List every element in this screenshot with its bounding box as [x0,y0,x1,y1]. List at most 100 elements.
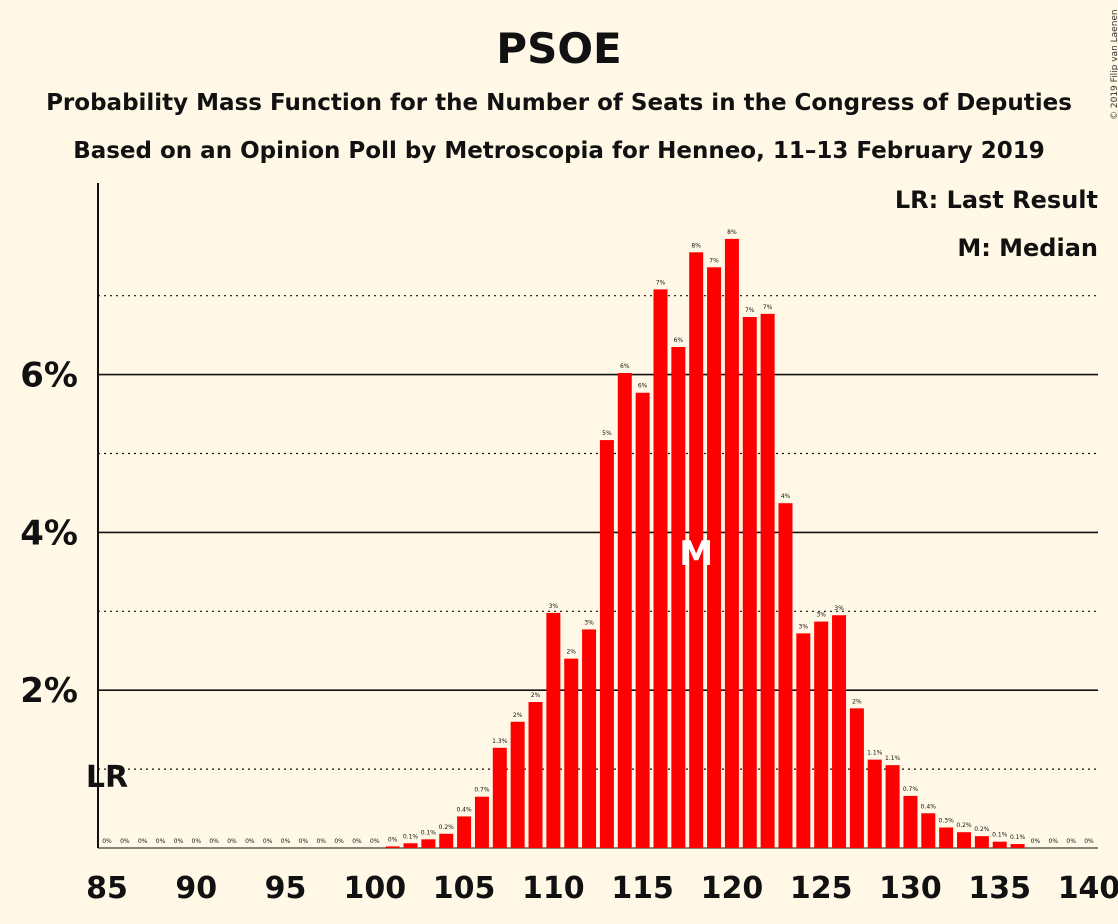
bar [599,440,614,848]
bar [510,721,525,848]
bar-value-label: 0.4% [921,803,937,810]
bar-value-label: 8% [691,242,701,249]
x-tick-label: 140 [1058,871,1118,906]
chart-source: Based on an Opinion Poll by Metroscopia … [73,138,1045,164]
x-tick-label: 100 [344,871,407,906]
bar-value-label: 4% [781,493,791,500]
bar-value-label: 0.4% [456,806,472,813]
bar [671,346,686,848]
bar [582,629,597,848]
bar [974,836,989,848]
bar [867,759,882,848]
bar-value-label: 0% [263,838,273,845]
bar-value-label: 7% [656,279,666,286]
bar [528,702,543,848]
bar [1010,844,1025,848]
bar-value-label: 0.1% [421,829,437,836]
bar [492,747,507,848]
bar-value-label: 6% [638,383,648,390]
bar-value-label: 0% [245,838,255,845]
bar-value-label: 1.1% [867,750,883,757]
x-tick-label: 130 [879,871,942,906]
bar-value-label: 0% [138,838,148,845]
bar-value-label: 0% [316,838,326,845]
bar [653,289,668,848]
bar-value-label: 0.1% [403,833,419,840]
bar-value-label: 3% [799,623,809,630]
bar [724,238,739,849]
x-tick-label: 90 [175,871,217,906]
bar [957,832,972,848]
chart-title: PSOE [496,24,622,73]
x-tick-label: 135 [968,871,1031,906]
bar-value-label: 0.3% [939,817,955,824]
bar [742,317,757,848]
bar-value-label: 0% [1049,838,1059,845]
bar-value-label: 0% [281,838,291,845]
bar-value-label: 0% [299,838,309,845]
x-tick-label: 120 [701,871,764,906]
bar [403,843,418,848]
bar-value-label: 2% [852,698,862,705]
y-tick-label: 6% [20,356,78,396]
bar-value-label: 7% [709,257,719,264]
bar [832,615,847,848]
x-tick-label: 115 [611,871,674,906]
bar-value-label: 7% [763,304,773,311]
bar-value-label: 0% [352,838,362,845]
bar-value-label: 0% [102,838,112,845]
bar-value-label: 0.7% [903,786,919,793]
bar [474,796,489,848]
bar [564,658,579,848]
chart-subtitle: Probability Mass Function for the Number… [46,90,1072,116]
bar [921,813,936,848]
bar-value-label: 2% [531,692,541,699]
last-result-marker: LR [86,760,128,795]
bar-value-label: 5% [602,430,612,437]
bar [546,612,561,848]
bar-value-label: 0.1% [1010,834,1026,841]
bar-value-label: 1.3% [492,738,508,745]
bar-value-label: 0% [370,838,380,845]
bar [814,621,829,848]
bar [689,252,704,848]
bar-value-label: 2% [566,649,576,656]
bar [457,816,472,848]
bar [707,267,722,848]
x-tick-label: 110 [522,871,585,906]
bar [885,765,900,848]
x-tick-label: 105 [433,871,496,906]
bar-value-label: 0.2% [974,826,990,833]
bar [617,373,632,848]
y-tick-label-bg [18,352,80,397]
x-tick-label: 85 [86,871,128,906]
bar-value-label: 0.7% [474,787,490,794]
bar-value-label: 0.1% [992,832,1008,839]
x-tick-label: 95 [265,871,307,906]
bar-value-label: 0% [209,838,219,845]
x-tick-label: 125 [790,871,853,906]
bar-value-label: 0% [227,838,237,845]
bar-value-label: 2% [513,712,523,719]
bar-value-label: 3% [584,619,594,626]
bar [421,839,436,848]
bar [849,708,864,848]
bar-value-label: 0% [1031,838,1041,845]
bar-value-label: 8% [727,229,737,236]
bar-value-label: 6% [674,337,684,344]
bar-value-label: 1.1% [885,755,901,762]
bar-value-label: 0% [1066,838,1076,845]
bar-value-label: 0% [1084,838,1094,845]
bar [385,846,400,848]
bar-value-label: 0.2% [439,824,455,831]
bar-value-label: 0% [120,838,130,845]
bar-value-label: 0% [388,836,398,843]
bar [778,503,793,848]
y-tick-label: 4% [20,513,78,553]
bar-value-label: 3% [549,603,559,610]
bar-value-label: 0.2% [956,822,972,829]
bar-value-label: 3% [834,605,844,612]
bar [992,841,1007,848]
bar [903,795,918,848]
